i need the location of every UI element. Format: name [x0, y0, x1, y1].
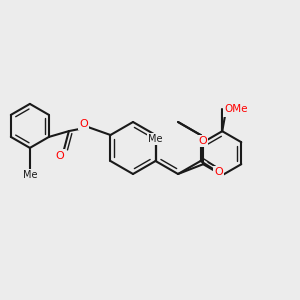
Text: OMe: OMe [224, 104, 248, 114]
Text: O: O [79, 119, 88, 129]
Text: O: O [214, 167, 223, 177]
Text: O: O [55, 151, 64, 160]
Text: OMe: OMe [224, 106, 248, 116]
Text: Me: Me [22, 170, 37, 180]
Text: Me: Me [148, 134, 163, 144]
Text: O: O [198, 136, 207, 146]
